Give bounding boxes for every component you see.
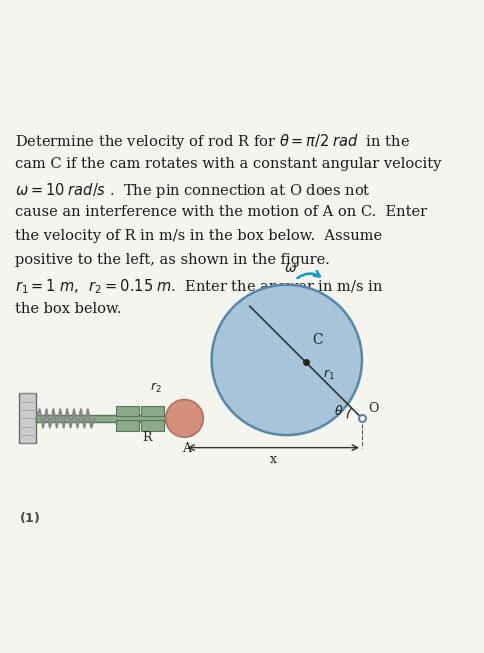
- Bar: [19, 393, 36, 443]
- Text: $\omega = 10\;rad/s$ .  The pin connection at O does not: $\omega = 10\;rad/s$ . The pin connectio…: [15, 181, 370, 200]
- Circle shape: [211, 285, 361, 435]
- Text: $r_1$: $r_1$: [322, 368, 334, 382]
- Text: the box below.: the box below.: [15, 302, 121, 316]
- FancyBboxPatch shape: [115, 406, 138, 417]
- Text: cam C if the cam rotates with a constant angular velocity: cam C if the cam rotates with a constant…: [15, 157, 441, 170]
- Text: the velocity of R in m/s in the box below.  Assume: the velocity of R in m/s in the box belo…: [15, 229, 382, 243]
- Text: $r_1 = 1\;m,\;\; r_2 = 0.15\;m$.  Enter the answer in m/s in: $r_1 = 1\;m,\;\; r_2 = 0.15\;m$. Enter t…: [15, 278, 383, 296]
- Text: $\theta$: $\theta$: [333, 404, 343, 418]
- Text: cause an interference with the motion of A on C.  Enter: cause an interference with the motion of…: [15, 205, 426, 219]
- Text: R: R: [142, 431, 151, 444]
- Text: positive to the left, as shown in the figure.: positive to the left, as shown in the fi…: [15, 253, 330, 268]
- FancyBboxPatch shape: [115, 421, 138, 431]
- Text: A: A: [182, 442, 191, 455]
- FancyBboxPatch shape: [140, 421, 163, 431]
- FancyBboxPatch shape: [140, 406, 163, 417]
- Text: O: O: [367, 402, 378, 415]
- Circle shape: [166, 400, 203, 437]
- FancyBboxPatch shape: [36, 415, 194, 422]
- Text: Determine the velocity of rod R for $\theta = \pi/2\;rad$  in the: Determine the velocity of rod R for $\th…: [15, 133, 409, 151]
- Text: $\omega$: $\omega$: [284, 261, 297, 275]
- Text: $\bf{(1)}$: $\bf{(1)}$: [19, 510, 41, 525]
- Text: C: C: [311, 334, 322, 347]
- Text: $r_2$: $r_2$: [150, 381, 161, 396]
- Text: x: x: [269, 453, 276, 466]
